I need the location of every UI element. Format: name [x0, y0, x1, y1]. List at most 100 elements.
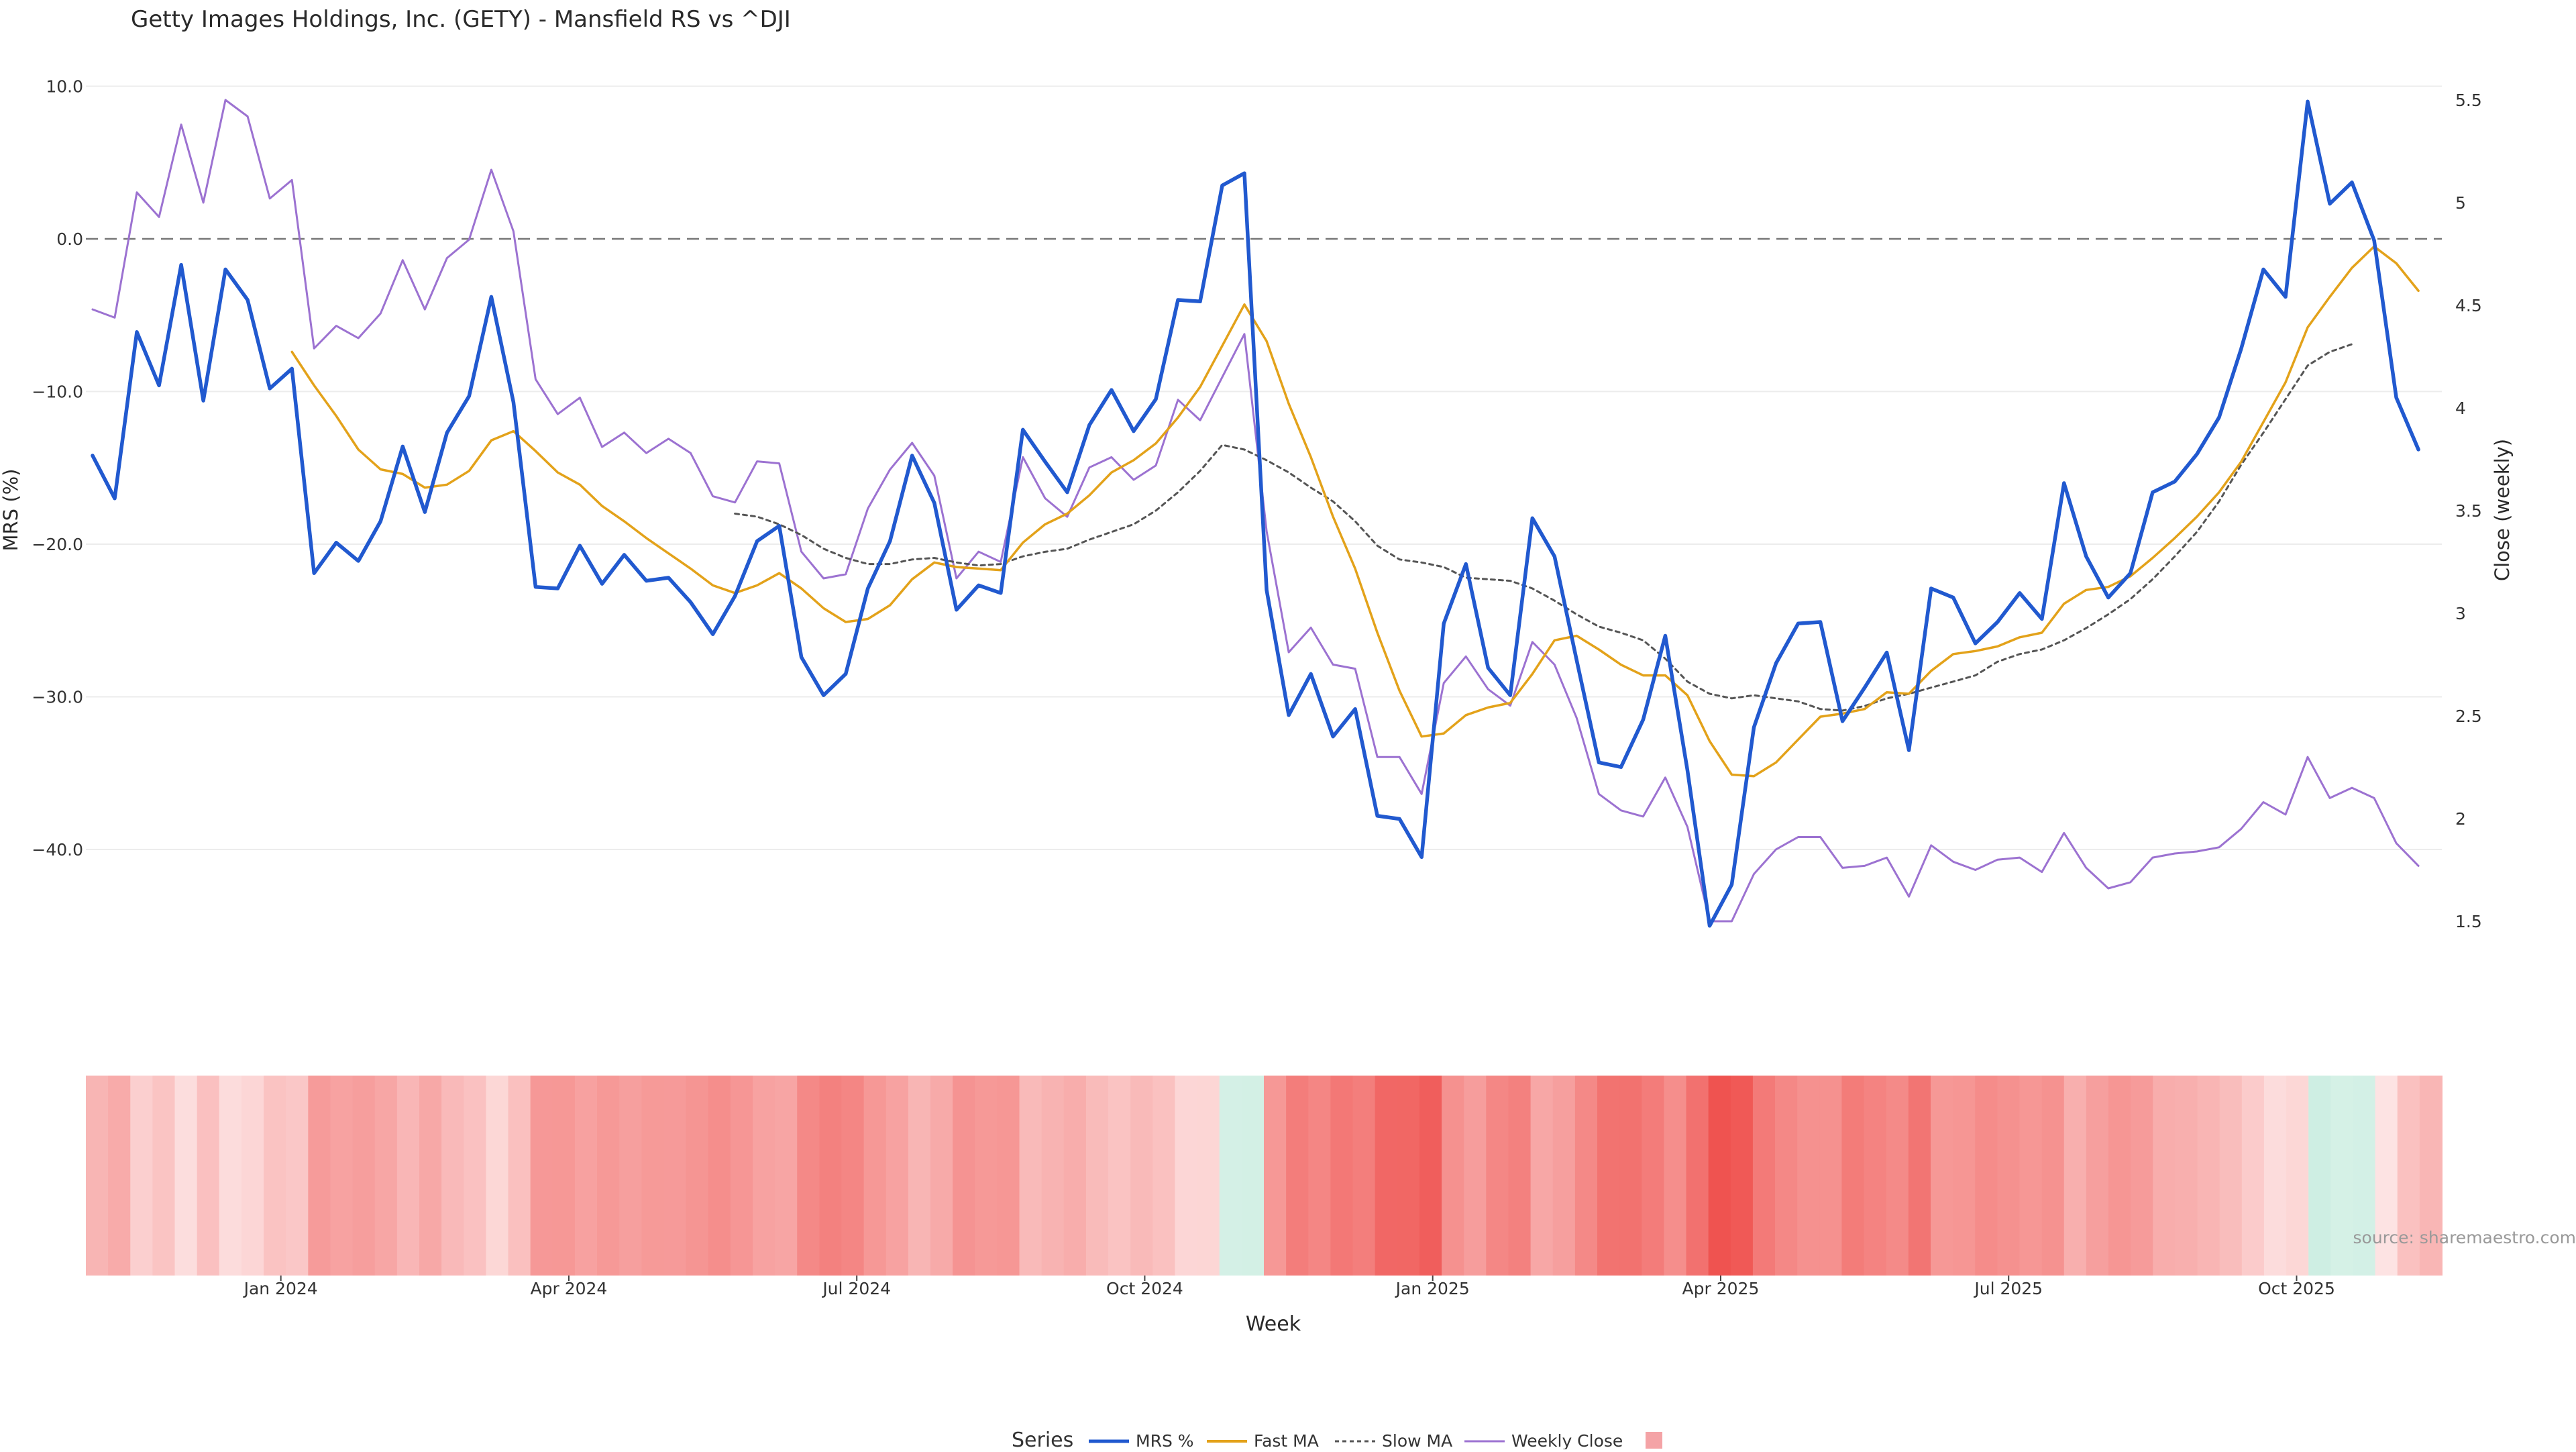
- legend-swatch-heatmap: [1646, 1432, 1662, 1449]
- y-left-tick-label: −40.0: [32, 840, 83, 860]
- heatmap-cell: [2175, 1076, 2198, 1276]
- x-tick-label: Jul 2025: [1973, 1279, 2043, 1298]
- heatmap-cell: [1397, 1076, 1420, 1276]
- heatmap-cell: [597, 1076, 620, 1276]
- y-left-tick-label: −30.0: [32, 688, 83, 707]
- heatmap-cell: [175, 1076, 198, 1276]
- y-right-tick-label: 1.5: [2455, 912, 2482, 931]
- heatmap-cell: [1864, 1076, 1887, 1276]
- heatmap-cell: [1731, 1076, 1754, 1276]
- heatmap-cell: [1709, 1076, 1731, 1276]
- heatmap-cell: [86, 1076, 109, 1276]
- heatmap-cell: [1330, 1076, 1353, 1276]
- heatmap-cell: [997, 1076, 1020, 1276]
- x-tick-label: Oct 2024: [1106, 1279, 1183, 1298]
- x-tick-label: Jul 2024: [821, 1279, 891, 1298]
- legend-label-slow-ma: Slow MA: [1382, 1431, 1452, 1449]
- y-left-axis-title: MRS (%): [0, 469, 22, 552]
- legend-label-mrs: MRS %: [1136, 1431, 1194, 1449]
- heatmap-cell: [308, 1076, 331, 1276]
- heatmap-cell: [241, 1076, 264, 1276]
- heatmap-cell: [731, 1076, 753, 1276]
- heatmap-cell: [575, 1076, 598, 1276]
- heatmap-cell: [1130, 1076, 1153, 1276]
- heatmap-cell: [886, 1076, 909, 1276]
- x-tick-label: Apr 2024: [531, 1279, 608, 1298]
- heatmap-cell: [819, 1076, 842, 1276]
- heatmap-cell: [1064, 1076, 1087, 1276]
- heatmap-cell: [1841, 1076, 1864, 1276]
- heatmap-cell: [1442, 1076, 1464, 1276]
- heatmap-cell: [1597, 1076, 1620, 1276]
- heatmap-cell: [2242, 1076, 2265, 1276]
- heatmap-cell: [663, 1076, 686, 1276]
- heatmap-cell: [1175, 1076, 1197, 1276]
- heatmap-cell: [1819, 1076, 1842, 1276]
- heatmap-cell: [930, 1076, 953, 1276]
- y-right-tick-label: 3.5: [2455, 501, 2482, 521]
- heatmap-cell: [375, 1076, 398, 1276]
- y-right-axis-title: Close (weekly): [2491, 439, 2514, 581]
- heatmap-cell: [641, 1076, 664, 1276]
- y-left-tick-label: −10.0: [32, 382, 83, 402]
- y-right-tick-label: 4: [2455, 399, 2466, 418]
- heatmap-cell: [864, 1076, 887, 1276]
- y-right-tick-label: 2.5: [2455, 707, 2482, 726]
- heatmap-cell: [108, 1076, 131, 1276]
- heatmap-cell: [2086, 1076, 2109, 1276]
- heatmap-cell: [441, 1076, 464, 1276]
- heatmap-cell: [797, 1076, 820, 1276]
- x-tick-label: Jan 2024: [243, 1279, 318, 1298]
- heatmap-cell: [2220, 1076, 2243, 1276]
- heatmap-cell: [1375, 1076, 1398, 1276]
- heatmap-cell: [1619, 1076, 1642, 1276]
- heatmap-cell: [1508, 1076, 1531, 1276]
- y-right-tick-label: 3: [2455, 604, 2466, 623]
- heatmap-cell: [330, 1076, 353, 1276]
- heatmap-cell: [553, 1076, 576, 1276]
- heatmap-cell: [264, 1076, 286, 1276]
- heatmap-cell: [1419, 1076, 1442, 1276]
- y-right-tick-label: 2: [2455, 809, 2466, 829]
- heatmap-cell: [619, 1076, 642, 1276]
- y-left-tick-label: −20.0: [32, 535, 83, 554]
- heatmap-cell: [531, 1076, 553, 1276]
- heatmap-cell: [1108, 1076, 1131, 1276]
- heatmap-cell: [953, 1076, 975, 1276]
- heatmap-cell: [2286, 1076, 2309, 1276]
- heatmap-cell: [353, 1076, 376, 1276]
- heatmap-strip: [86, 1076, 2443, 1276]
- heatmap-cell: [197, 1076, 220, 1276]
- heatmap-cell: [2264, 1076, 2287, 1276]
- heatmap-cell: [1642, 1076, 1664, 1276]
- legend-label-fast-ma: Fast MA: [1254, 1431, 1319, 1449]
- heatmap-cell: [397, 1076, 420, 1276]
- heatmap-cell: [1286, 1076, 1309, 1276]
- heatmap-cell: [1953, 1076, 1976, 1276]
- heatmap-cell: [1464, 1076, 1487, 1276]
- heatmap-cell: [1042, 1076, 1065, 1276]
- heatmap-cell: [2042, 1076, 2065, 1276]
- heatmap-cell: [1486, 1076, 1509, 1276]
- y-right-tick-label: 5.5: [2455, 91, 2482, 110]
- heatmap-cell: [2330, 1076, 2353, 1276]
- heatmap-cell: [130, 1076, 153, 1276]
- heatmap-cell: [908, 1076, 931, 1276]
- heatmap-cell: [1886, 1076, 1909, 1276]
- heatmap-cell: [152, 1076, 175, 1276]
- x-tick-label: Jan 2025: [1395, 1279, 1470, 1298]
- heatmap-cell: [708, 1076, 731, 1276]
- heatmap-cell: [1575, 1076, 1598, 1276]
- heatmap-cell: [1353, 1076, 1376, 1276]
- legend-label-weekly-close: Weekly Close: [1511, 1431, 1623, 1449]
- heatmap-cell: [286, 1076, 309, 1276]
- y-right-tick-label: 5: [2455, 193, 2466, 213]
- heatmap-cell: [1308, 1076, 1331, 1276]
- heatmap-cell: [841, 1076, 864, 1276]
- heatmap-cell: [1531, 1076, 1554, 1276]
- x-axis-title: Week: [1246, 1312, 1301, 1336]
- heatmap-cell: [775, 1076, 798, 1276]
- heatmap-cell: [1553, 1076, 1576, 1276]
